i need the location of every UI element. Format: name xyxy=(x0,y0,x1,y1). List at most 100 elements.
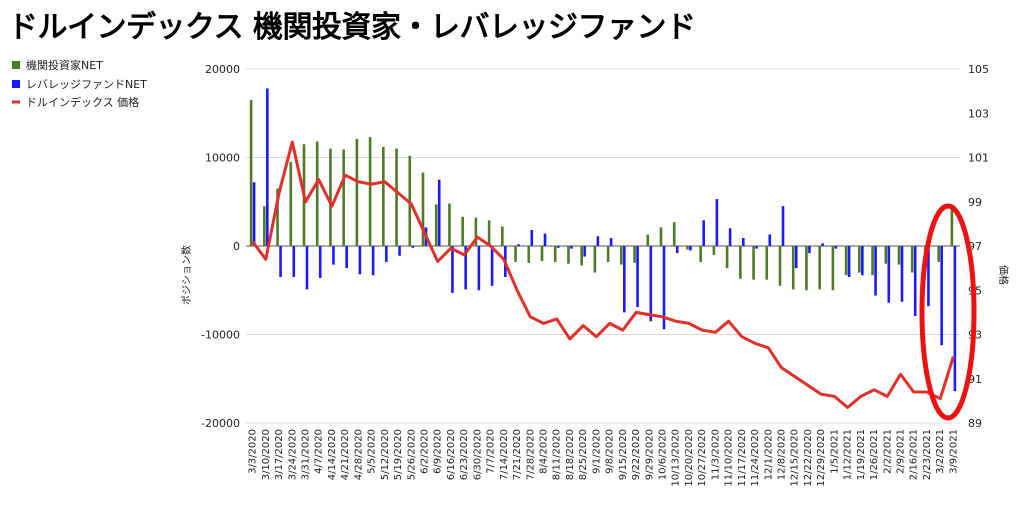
bar-institutional xyxy=(263,206,266,246)
x-tick-label: 1/12/2021 xyxy=(843,429,854,480)
y-right-tick-label: 105 xyxy=(968,63,989,76)
bar-leveraged xyxy=(768,234,772,246)
bar-leveraged xyxy=(715,199,719,246)
x-tick-label: 3/24/2020 xyxy=(287,429,298,480)
bar-institutional xyxy=(672,222,676,246)
bar-leveraged xyxy=(781,206,785,246)
x-tick-label: 5/19/2020 xyxy=(393,429,404,480)
bar-leveraged xyxy=(623,246,626,313)
legend: 機関投資家NET レバレッジファンドNET ドルインデックス 価格 xyxy=(12,58,147,109)
bar-institutional xyxy=(382,146,385,246)
x-tick-label: 10/6/2020 xyxy=(658,429,669,480)
bar-leveraged xyxy=(913,246,917,316)
x-tick-label: 4/14/2020 xyxy=(327,429,338,480)
bar-leveraged xyxy=(609,238,613,246)
bar-leveraged xyxy=(755,246,758,249)
x-tick-label: 7/28/2020 xyxy=(525,429,536,480)
bar-institutional xyxy=(739,246,742,279)
bar-institutional xyxy=(897,246,901,265)
legend-swatch-leveraged xyxy=(12,80,20,88)
bar-institutional xyxy=(818,246,821,290)
bar-institutional xyxy=(395,148,398,246)
bar-leveraged xyxy=(371,246,375,276)
x-tick-label: 1/26/2021 xyxy=(869,429,880,480)
y-left-tick-label: -10000 xyxy=(201,329,240,342)
x-tick-label: 11/10/2020 xyxy=(724,429,735,487)
bar-institutional xyxy=(527,246,531,263)
bar-institutional xyxy=(910,246,914,273)
bar-leveraged xyxy=(292,246,296,277)
x-tick-label: 6/9/2020 xyxy=(433,429,444,474)
chart-title: ドルインデックス 機関投資家・レバレッジファンド xyxy=(8,10,696,45)
bars xyxy=(249,88,957,392)
bar-leveraged xyxy=(742,238,745,246)
x-tick-label: 4/28/2020 xyxy=(353,429,364,480)
x-tick-label: 7/14/2020 xyxy=(499,429,510,480)
x-tick-label: 1/5/2021 xyxy=(829,429,840,474)
x-tick-label: 12/22/2020 xyxy=(803,429,814,487)
x-tick-label: 6/30/2020 xyxy=(472,429,483,480)
x-tick-label: 5/5/2020 xyxy=(367,429,378,474)
x-tick-label: 9/15/2020 xyxy=(618,429,629,480)
bar-leveraged xyxy=(702,220,705,246)
x-tick-label: 12/15/2020 xyxy=(790,429,801,487)
bar-leveraged xyxy=(821,243,824,246)
x-tick-label: 12/1/2020 xyxy=(763,429,774,480)
bar-leveraged xyxy=(411,246,415,248)
highlight-circle xyxy=(919,203,977,421)
x-tick-label: 4/21/2020 xyxy=(340,429,351,480)
bar-leveraged xyxy=(940,246,943,346)
bar-leveraged xyxy=(398,246,401,256)
gridlines xyxy=(246,68,960,424)
bar-institutional xyxy=(884,246,888,264)
x-tick-label: 10/20/2020 xyxy=(684,429,695,487)
bar-institutional xyxy=(368,137,372,246)
bar-leveraged xyxy=(556,246,560,248)
x-tick-label: 6/23/2020 xyxy=(459,429,470,480)
bar-leveraged xyxy=(332,246,335,265)
legend-label-leveraged: レバレッジファンドNET xyxy=(26,78,147,91)
bar-institutional xyxy=(646,234,650,246)
x-tick-label: 10/13/2020 xyxy=(671,429,682,487)
bar-institutional xyxy=(421,172,425,246)
x-tick-label: 8/11/2020 xyxy=(552,429,563,480)
bar-leveraged xyxy=(636,246,639,308)
legend-swatch-institutional xyxy=(12,61,20,69)
x-tick-label: 12/8/2020 xyxy=(777,429,788,480)
y-left-tick-label: 10000 xyxy=(205,152,240,165)
x-tick-label: 9/29/2020 xyxy=(644,429,655,480)
bar-institutional xyxy=(858,246,861,273)
bar-leveraged xyxy=(437,179,441,246)
legend-label-institutional: 機関投資家NET xyxy=(26,58,103,72)
x-tick-label: 6/16/2020 xyxy=(446,429,457,480)
bar-institutional xyxy=(937,246,940,262)
x-tick-label: 1/19/2021 xyxy=(856,429,867,480)
bar-institutional xyxy=(686,246,689,250)
bar-institutional xyxy=(831,246,835,291)
bar-leveraged xyxy=(358,246,362,275)
bar-institutional xyxy=(567,246,570,264)
bar-leveraged xyxy=(874,246,877,296)
x-tick-label: 8/4/2020 xyxy=(539,429,550,474)
x-tick-label: 11/24/2020 xyxy=(750,429,761,487)
bar-leveraged xyxy=(490,246,494,286)
x-tick-label: 3/3/2020 xyxy=(248,429,259,474)
bar-leveraged xyxy=(583,246,586,257)
x-tick-label: 10/27/2020 xyxy=(697,429,708,487)
bar-institutional xyxy=(501,226,504,246)
x-tick-label: 3/2/2021 xyxy=(935,429,946,474)
bar-leveraged xyxy=(451,246,454,293)
bar-leveraged xyxy=(847,246,851,277)
x-tick-label: 3/17/2020 xyxy=(274,429,285,480)
x-tick-label: 3/31/2020 xyxy=(301,429,312,480)
bar-institutional xyxy=(712,246,716,255)
bar-leveraged xyxy=(252,182,256,246)
legend-label-price: ドルインデックス 価格 xyxy=(26,95,139,109)
x-tick-label: 5/12/2020 xyxy=(380,429,391,480)
y-left-tick-label: -20000 xyxy=(201,417,240,430)
bar-institutional xyxy=(752,246,755,280)
y-left-tick-label: 20000 xyxy=(205,63,240,76)
bar-leveraged xyxy=(266,88,269,246)
bar-leveraged xyxy=(543,233,547,246)
